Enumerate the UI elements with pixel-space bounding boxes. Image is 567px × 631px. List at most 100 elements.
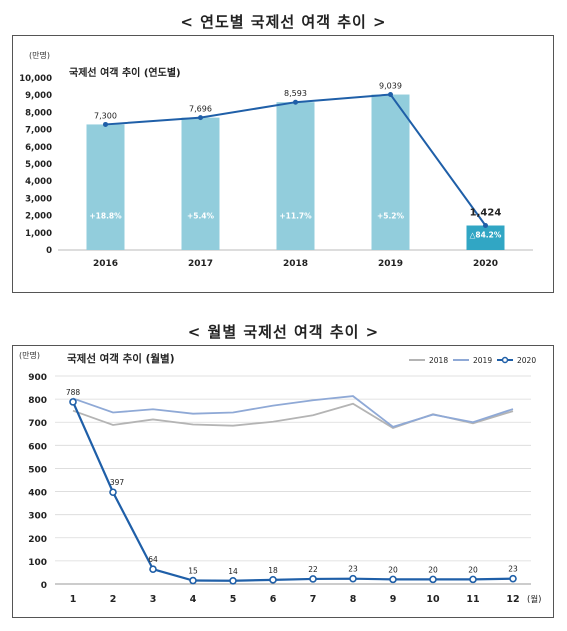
value-label: 7,696 (189, 105, 212, 114)
x-tick-label: 1 (70, 594, 77, 605)
annual-passenger-chart: (만명) 국제선 여객 추이 (연도별) 0 1,000 2,000 3,000 4,000… (19, 50, 533, 269)
trend-point (483, 223, 488, 229)
y-tick-label: 6,000 (25, 143, 52, 153)
data-label: 64 (148, 555, 158, 564)
monthly-chart-panel: (만명) 국제선 여객 추이 (월별) 0 100 200 300 400 500 600 700… (12, 345, 554, 618)
bar (466, 225, 505, 250)
data-label: 18 (268, 566, 278, 575)
y-tick-label: 2,000 (25, 212, 52, 222)
y-tick-label: 10,000 (19, 74, 52, 84)
x-tick-label: 4 (190, 594, 197, 605)
x-tick-label: 2019 (378, 259, 403, 269)
y-tick-label: 800 (28, 396, 47, 406)
x-tick-label: 5 (230, 594, 237, 605)
y-tick-label: 1,000 (25, 229, 52, 239)
data-label: 397 (110, 478, 125, 487)
x-tick-label: 10 (426, 594, 440, 605)
y-tick-label: 9,000 (25, 91, 52, 101)
monthly-chart-heading: < 월별 국제선 여객 추이 > (187, 323, 380, 341)
value-label: 7,300 (94, 111, 117, 120)
data-point (69, 398, 77, 406)
series-line-2018 (72, 402, 514, 429)
trend-point (388, 92, 393, 98)
data-point (389, 575, 397, 584)
data-point (269, 576, 277, 584)
series-line-2019 (72, 395, 514, 428)
x-tick-label: 2 (110, 594, 117, 605)
data-point (149, 565, 157, 574)
data-label: 15 (188, 567, 198, 576)
x-tick-label: 6 (270, 594, 277, 605)
data-label: 23 (508, 565, 518, 574)
y-tick-label: 600 (28, 442, 47, 452)
y-tick-label: 500 (28, 465, 47, 475)
x-tick-label: 11 (466, 594, 479, 605)
y-tick-label: 700 (28, 419, 47, 429)
data-label: 22 (308, 565, 318, 574)
y-tick-label: 100 (28, 558, 47, 568)
y-tick-label: 400 (28, 489, 47, 499)
y-tick-label: 200 (28, 535, 47, 545)
legend-label: 2019 (473, 356, 492, 365)
x-tick-label: 8 (350, 594, 357, 605)
y-unit-label: (만명) (29, 50, 50, 60)
legend-label: 2020 (517, 356, 536, 365)
series-line-2020 (71, 401, 514, 582)
bar (276, 102, 315, 250)
x-tick-label: 2017 (188, 259, 213, 269)
data-point (349, 574, 357, 583)
growth-label: +18.8% (89, 212, 122, 221)
y-unit-label: (만명) (19, 350, 40, 360)
data-point (229, 576, 237, 585)
bar (371, 94, 410, 250)
trend-point (293, 99, 298, 105)
x-tick-label: 2020 (473, 259, 498, 269)
y-tick-label: 4,000 (25, 177, 52, 187)
data-point (429, 575, 437, 584)
x-unit-label: (월) (527, 594, 541, 605)
y-tick-label: 0 (46, 246, 52, 256)
y-tick-label: 300 (28, 512, 47, 522)
legend-label: 2018 (429, 356, 448, 365)
data-point (109, 488, 117, 497)
bar (86, 124, 125, 250)
trend-point (198, 115, 203, 121)
x-tick-label: 2018 (283, 259, 308, 269)
data-label: 14 (228, 567, 238, 576)
y-tick-label: 3,000 (25, 194, 52, 204)
data-point (469, 575, 477, 584)
growth-label: +11.7% (279, 212, 312, 221)
value-label: 1,424 (470, 208, 502, 219)
data-label: 20 (468, 565, 478, 574)
x-tick-label: 9 (390, 594, 397, 605)
growth-label: +5.2% (377, 212, 405, 221)
y-tick-label: 900 (28, 373, 47, 383)
y-tick-label: 5,000 (25, 160, 52, 170)
growth-label: △84.2% (470, 231, 502, 240)
chart-title: 국제선 여객 추이 (연도별) (69, 66, 181, 79)
data-point (509, 574, 517, 583)
value-label: 8,593 (284, 89, 307, 98)
y-tick-label: 7,000 (25, 126, 52, 136)
data-point (309, 575, 317, 583)
data-point (189, 576, 197, 585)
trend-point (103, 121, 108, 127)
growth-label: +5.4% (187, 212, 215, 221)
x-tick-label: 12 (506, 594, 519, 605)
monthly-passenger-chart: (만명) 국제선 여객 추이 (월별) 0 100 200 300 400 500 600 700… (19, 350, 541, 605)
value-label: 9,039 (379, 82, 402, 91)
annual-chart-heading: < 연도별 국제선 여객 추이 > (180, 13, 387, 31)
x-tick-label: 7 (310, 594, 317, 605)
data-label: 788 (66, 388, 81, 397)
y-tick-label: 8,000 (25, 108, 52, 118)
data-label: 23 (348, 565, 358, 574)
legend-marker (501, 356, 509, 364)
annual-chart-panel: (만명) 국제선 여객 추이 (연도별) 0 1,000 2,000 3,000 4,000… (12, 35, 554, 293)
bar (181, 117, 220, 250)
chart-title: 국제선 여객 추이 (월별) (67, 352, 175, 365)
y-tick-label: 0 (41, 581, 47, 591)
data-label: 20 (388, 565, 398, 574)
x-tick-label: 2016 (93, 259, 118, 269)
data-label: 20 (428, 565, 438, 574)
x-tick-label: 3 (150, 594, 157, 605)
